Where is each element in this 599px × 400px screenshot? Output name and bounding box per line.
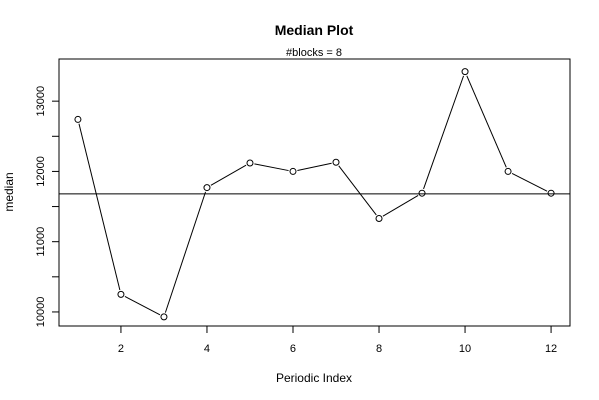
series-line-segment	[511, 173, 548, 192]
x-tick-label: 12	[545, 343, 557, 355]
series-line-segment	[338, 165, 377, 216]
series-line-segment	[164, 191, 207, 313]
x-tick-label: 2	[118, 343, 124, 355]
x-tick-label: 8	[376, 343, 382, 355]
data-point	[418, 189, 426, 197]
data-point	[203, 184, 211, 192]
series-line-segment	[254, 163, 289, 172]
y-tick-label: 11000	[35, 227, 47, 257]
data-point	[461, 68, 469, 76]
y-axis-label: median	[2, 172, 16, 211]
series-line-segment	[423, 75, 465, 190]
series-line-segment	[124, 296, 161, 316]
y-tick-label: 12000	[35, 156, 47, 187]
data-point	[547, 189, 555, 197]
chart-subtitle: #blocks = 8	[286, 47, 342, 59]
series-line-segment	[382, 195, 419, 217]
data-point	[246, 159, 254, 167]
data-point	[74, 115, 82, 123]
series-line-segment	[78, 123, 121, 291]
x-axis: 2 4 6 8 10 12	[118, 326, 557, 355]
data-point	[375, 214, 383, 222]
series-marks	[59, 68, 570, 321]
y-tick-label: 10000	[35, 297, 47, 328]
x-tick-label: 6	[290, 343, 296, 355]
chart-title: Median Plot	[275, 22, 354, 38]
plot-frame	[58, 58, 571, 327]
series-line-segment	[210, 164, 247, 186]
x-tick-label: 10	[459, 343, 471, 355]
data-point	[504, 167, 512, 175]
data-point	[117, 290, 125, 298]
data-point	[160, 313, 168, 321]
x-axis-label: Periodic Index	[276, 371, 352, 385]
x-tick-label: 4	[204, 343, 210, 355]
data-point	[332, 158, 340, 166]
series-line-segment	[297, 162, 332, 171]
y-axis: 10000 11000 12000 13000	[35, 86, 59, 327]
series-line-segment	[466, 75, 507, 168]
data-point	[289, 167, 297, 175]
y-tick-label: 13000	[35, 86, 47, 117]
